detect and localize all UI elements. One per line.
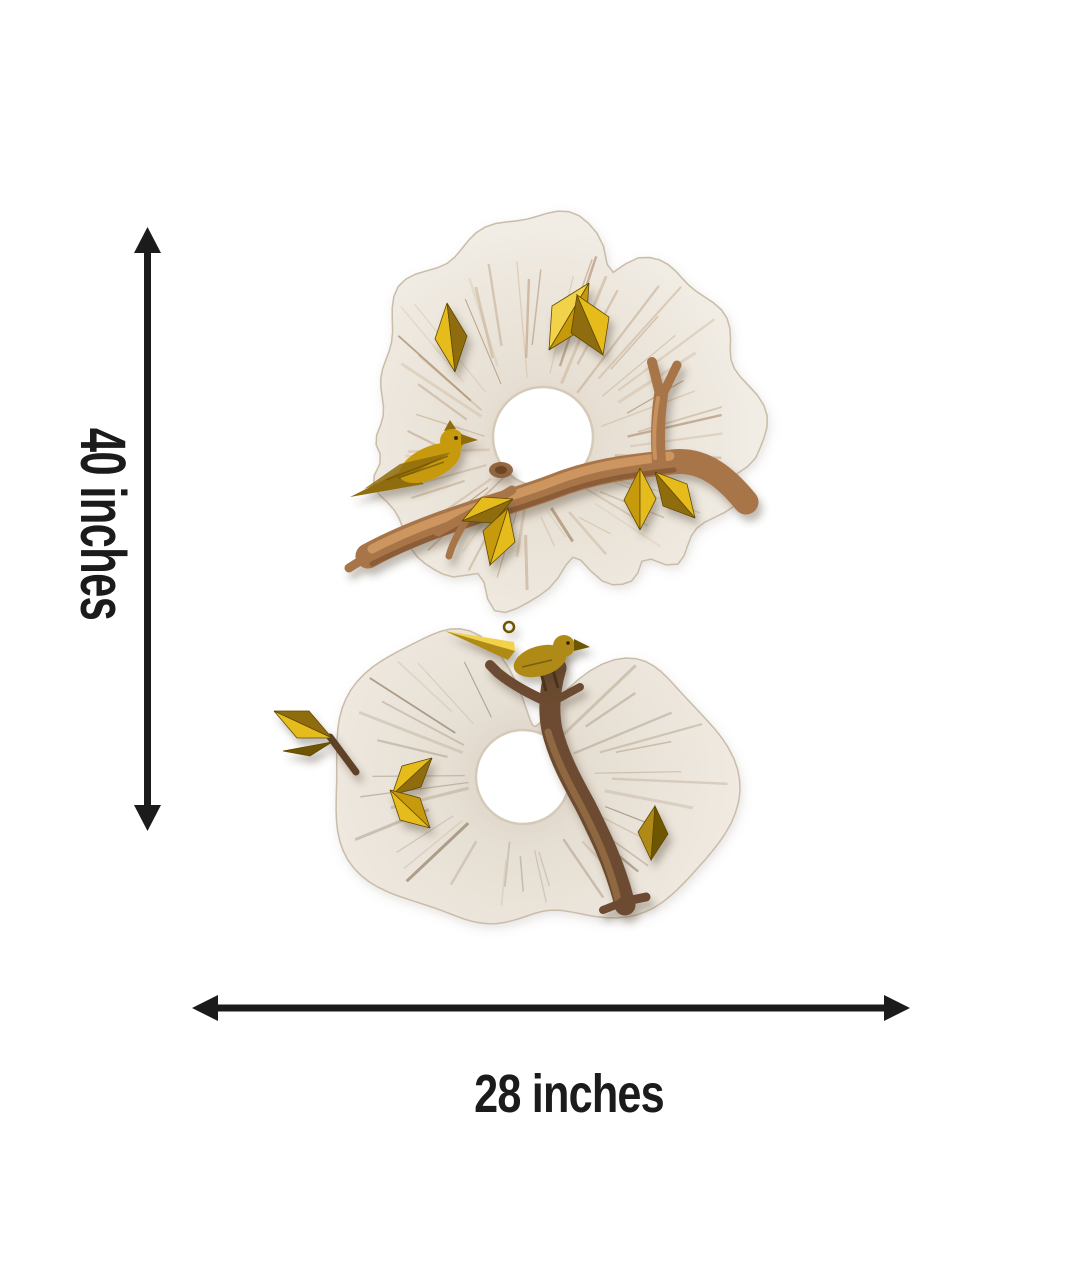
carved-streak	[360, 781, 469, 798]
carved-streak	[417, 662, 475, 725]
carved-streak	[617, 318, 716, 392]
carved-streak	[611, 777, 728, 785]
carved-streak	[547, 511, 567, 538]
carved-streak	[369, 677, 456, 734]
carved-streak	[405, 822, 470, 883]
bird-tail-feather	[445, 631, 515, 660]
carved-streak	[503, 841, 511, 887]
carved-streak	[397, 660, 453, 713]
carved-streak	[578, 516, 611, 535]
gold-bird-top	[350, 420, 478, 497]
carved-streak	[533, 850, 547, 903]
arrow-line-vertical	[144, 248, 151, 810]
carved-streak	[594, 502, 661, 548]
wall-art-top-disc	[344, 210, 768, 614]
arrow-head-down-icon	[134, 805, 161, 831]
gold-leaf	[637, 804, 669, 862]
carved-streak	[600, 390, 695, 428]
gold-leaf	[623, 467, 657, 531]
carved-streak	[627, 413, 722, 438]
arrow-line-horizontal	[213, 1004, 889, 1012]
gold-leaf	[461, 496, 514, 524]
carved-streak	[464, 298, 502, 385]
carved-streak	[525, 279, 531, 358]
carved-streak	[615, 740, 672, 754]
carved-streak	[550, 507, 574, 543]
gold-leaf	[282, 741, 333, 757]
height-dimension-arrow	[134, 227, 161, 831]
gold-leaf	[482, 506, 516, 567]
gold-leaves-top	[434, 282, 696, 567]
gold-leaf	[654, 471, 696, 519]
carved-streak	[358, 710, 464, 755]
carved-streak	[449, 840, 478, 886]
bird-eye	[566, 641, 570, 645]
carved-streak	[377, 739, 448, 758]
bird-head	[440, 429, 464, 453]
carved-streak	[573, 711, 673, 755]
carved-streak	[463, 661, 492, 718]
wall-art-bottom-disc	[273, 620, 741, 925]
gold-leaf	[273, 710, 333, 739]
gold-leaves-bottom	[273, 710, 669, 862]
carved-streak	[576, 285, 660, 394]
carved-streak	[538, 851, 551, 887]
bird-head	[553, 635, 575, 657]
carved-streak	[604, 789, 693, 810]
carved-streak	[597, 286, 682, 380]
carved-streak	[396, 815, 454, 854]
carved-streak	[400, 362, 483, 418]
carved-streak	[487, 263, 503, 347]
arrow-head-left-icon	[192, 995, 218, 1021]
carved-streak	[568, 511, 608, 556]
carved-streak	[585, 692, 636, 728]
wing-groove	[521, 659, 553, 668]
wing-grooves	[385, 455, 449, 481]
carved-streak	[610, 315, 659, 370]
carved-streak	[500, 859, 508, 906]
carved-streak	[468, 278, 499, 367]
bird-beak	[574, 639, 590, 651]
carved-streak	[519, 856, 524, 892]
carved-streak	[474, 286, 495, 359]
carved-streak	[410, 479, 465, 500]
gold-leaf	[389, 789, 431, 829]
width-dimension-label: 28 inches	[474, 1064, 665, 1124]
leaf-twig	[326, 733, 360, 776]
carved-streak	[601, 334, 676, 397]
height-dimension-label: 40 inches	[67, 427, 139, 621]
gold-leaf	[434, 302, 468, 373]
carved-streak	[562, 838, 605, 899]
carved-streak	[516, 261, 528, 378]
carved-streak	[594, 771, 682, 774]
gold-bird-bottom	[445, 620, 590, 692]
carved-streak	[524, 534, 529, 590]
hanging-loop	[502, 620, 516, 634]
bronze-branch-bottom	[326, 644, 651, 916]
arrow-head-right-icon	[884, 995, 910, 1021]
carved-streak	[381, 700, 465, 746]
carved-streak	[540, 516, 556, 547]
gold-leaf	[570, 293, 610, 357]
gold-leaf	[391, 757, 433, 796]
width-dimension-arrow	[192, 995, 910, 1021]
carved-streak	[423, 464, 487, 484]
carved-streak	[531, 269, 542, 346]
bird-beak	[461, 434, 478, 445]
bird-crest	[444, 420, 456, 431]
carved-streak	[417, 383, 468, 421]
carved-streak	[397, 335, 472, 402]
carved-streak	[560, 664, 637, 737]
carved-streak	[629, 432, 723, 448]
bird-eye	[454, 436, 458, 440]
bird-body	[513, 644, 567, 678]
carved-streak	[599, 722, 703, 754]
arrow-head-up-icon	[134, 227, 161, 253]
carved-streak	[403, 820, 463, 870]
